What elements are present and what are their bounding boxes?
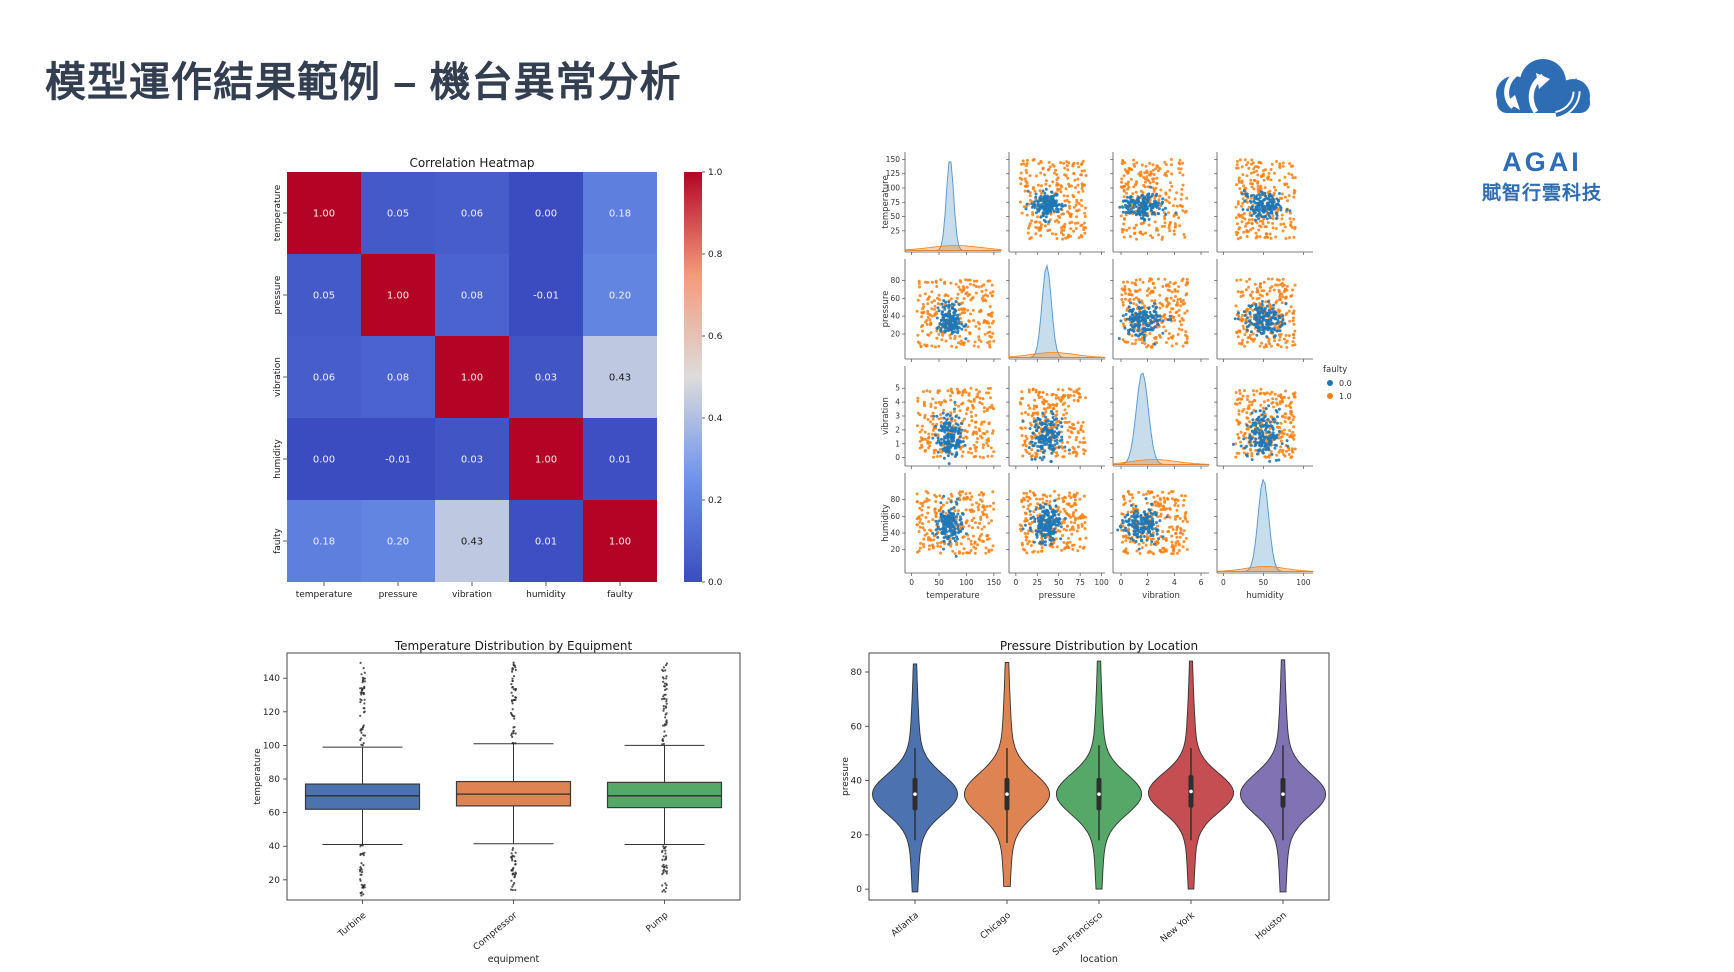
- svg-text:0.4: 0.4: [708, 414, 723, 424]
- svg-text:0: 0: [909, 578, 914, 587]
- svg-text:1: 1: [895, 439, 900, 448]
- svg-text:0.01: 0.01: [609, 455, 631, 466]
- svg-text:25: 25: [890, 226, 900, 235]
- svg-text:pressure: pressure: [1039, 591, 1076, 601]
- svg-text:100: 100: [886, 184, 901, 193]
- svg-text:1.0: 1.0: [708, 168, 723, 178]
- svg-text:20: 20: [890, 330, 900, 339]
- svg-text:0.00: 0.00: [313, 455, 335, 466]
- svg-text:vibration: vibration: [1142, 591, 1180, 601]
- heatmap-title: Correlation Heatmap: [409, 156, 535, 170]
- svg-text:80: 80: [890, 276, 900, 285]
- svg-text:pressure: pressure: [273, 275, 283, 314]
- svg-text:0.06: 0.06: [313, 373, 335, 384]
- svg-text:6: 6: [1199, 578, 1204, 587]
- svg-text:0.2: 0.2: [708, 496, 722, 506]
- svg-text:humidity: humidity: [273, 438, 283, 478]
- svg-text:faulty: faulty: [607, 590, 633, 600]
- company-logo: AGAI 賦智行雲科技: [1462, 52, 1622, 205]
- svg-text:0.43: 0.43: [461, 537, 483, 548]
- svg-text:-0.01: -0.01: [385, 455, 411, 466]
- svg-text:vibration: vibration: [881, 397, 891, 435]
- svg-text:100: 100: [959, 578, 974, 587]
- correlation-heatmap-chart: 1.00 0.05 0.06 0.00 0.18 0.05 1.00 0.08 -0.01 0.2…: [273, 168, 723, 600]
- svg-text:40: 40: [890, 529, 900, 538]
- svg-text:40: 40: [890, 312, 900, 321]
- svg-text:50: 50: [890, 212, 900, 221]
- boxplot-chart: 20406080100120140temperatureequipmentTur…: [253, 652, 741, 965]
- svg-text:0.06: 0.06: [461, 209, 483, 220]
- svg-text:humidity: humidity: [526, 590, 566, 600]
- svg-text:50: 50: [934, 578, 944, 587]
- svg-text:0: 0: [1013, 578, 1018, 587]
- svg-text:5: 5: [895, 384, 900, 393]
- boxplot-panel: Temperature Distribution by Equipment 20…: [240, 635, 800, 970]
- svg-text:0.8: 0.8: [708, 250, 723, 260]
- svg-text:150: 150: [987, 578, 1002, 587]
- svg-text:temperature: temperature: [273, 184, 283, 241]
- svg-text:2: 2: [1145, 578, 1150, 587]
- svg-text:4: 4: [895, 398, 900, 407]
- violin-panel: Pressure Distribution by Location 0 20 40 6…: [820, 635, 1400, 970]
- svg-text:75: 75: [890, 198, 900, 207]
- svg-text:faulty: faulty: [273, 527, 283, 553]
- svg-text:20: 20: [890, 545, 900, 554]
- violin-title: Pressure Distribution by Location: [999, 639, 1199, 653]
- boxplot-title: Temperature Distribution by Equipment: [394, 639, 633, 653]
- svg-text:80: 80: [890, 495, 900, 504]
- svg-text:1.00: 1.00: [313, 209, 335, 220]
- svg-text:0.18: 0.18: [609, 209, 631, 220]
- svg-text:pressure: pressure: [881, 291, 891, 328]
- svg-text:0: 0: [1119, 578, 1124, 587]
- svg-text:0.03: 0.03: [461, 455, 483, 466]
- svg-text:temperature: temperature: [926, 591, 979, 601]
- svg-text:0.20: 0.20: [609, 291, 631, 302]
- svg-text:1.00: 1.00: [461, 373, 483, 384]
- svg-text:0.00: 0.00: [535, 209, 557, 220]
- svg-text:1.00: 1.00: [535, 455, 557, 466]
- svg-text:2: 2: [895, 425, 900, 434]
- svg-text:50: 50: [1054, 578, 1064, 587]
- logo-company-text: 賦智行雲科技: [1481, 183, 1602, 204]
- svg-text:1.00: 1.00: [387, 291, 409, 302]
- page-title: 模型運作結果範例 – 機台異常分析: [45, 59, 682, 105]
- svg-text:0.01: 0.01: [535, 537, 557, 548]
- svg-text:temperature: temperature: [296, 590, 353, 600]
- svg-text:0.08: 0.08: [461, 291, 483, 302]
- svg-text:0.05: 0.05: [313, 291, 335, 302]
- svg-text:3: 3: [895, 412, 900, 421]
- svg-text:0.43: 0.43: [609, 373, 631, 384]
- svg-text:0.6: 0.6: [708, 332, 723, 342]
- svg-text:75: 75: [1075, 578, 1085, 587]
- svg-text:0.05: 0.05: [387, 209, 409, 220]
- pairplot-chart: 255075100125150temperature20406080pressu…: [881, 152, 1352, 601]
- svg-text:25: 25: [1033, 578, 1043, 587]
- svg-text:-0.01: -0.01: [533, 291, 559, 302]
- svg-text:1.00: 1.00: [609, 537, 631, 548]
- svg-text:150: 150: [886, 155, 901, 164]
- svg-text:60: 60: [890, 294, 900, 303]
- agai-cloud-icon: [1496, 59, 1590, 119]
- svg-text:60: 60: [890, 512, 900, 521]
- correlation-heatmap-panel: Correlation Heatmap 1.00 0.05 0.06 0.00 0.18…: [240, 140, 760, 620]
- svg-text:0: 0: [895, 453, 900, 462]
- svg-text:0.18: 0.18: [313, 537, 335, 548]
- svg-text:0.08: 0.08: [387, 373, 409, 384]
- logo-text: AGAI: [1502, 147, 1582, 177]
- svg-text:humidity: humidity: [881, 504, 891, 542]
- svg-text:0.03: 0.03: [535, 373, 557, 384]
- svg-text:0.0: 0.0: [708, 578, 723, 588]
- pairplot-panel: 25 50 75 100 125 150 temperature 20 40 60 80 pressu…: [850, 140, 1370, 620]
- svg-text:vibration: vibration: [273, 357, 283, 397]
- svg-text:vibration: vibration: [452, 590, 492, 600]
- svg-text:temperature: temperature: [881, 175, 891, 228]
- svg-text:125: 125: [886, 169, 901, 178]
- svg-text:100: 100: [1094, 578, 1109, 587]
- svg-text:pressure: pressure: [379, 590, 418, 600]
- svg-text:0.20: 0.20: [387, 537, 409, 548]
- svg-text:4: 4: [1172, 578, 1177, 587]
